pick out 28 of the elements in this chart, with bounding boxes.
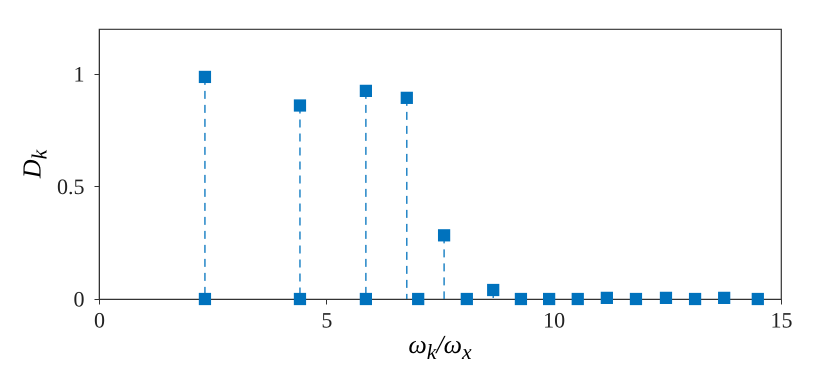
x-tick-label: 5 <box>321 308 332 332</box>
point <box>630 292 642 306</box>
point <box>294 99 306 112</box>
point <box>412 292 424 306</box>
y-tick-label: 0.5 <box>57 174 84 199</box>
x-tick-label: 0 <box>94 308 105 332</box>
point <box>460 292 473 306</box>
point <box>542 292 556 306</box>
point <box>660 292 672 304</box>
x-tick-label: 15 <box>770 308 792 332</box>
point <box>294 292 306 306</box>
point <box>360 292 372 306</box>
y-tick-label: 0 <box>74 286 84 312</box>
point <box>718 292 730 304</box>
point <box>198 292 212 306</box>
point <box>438 229 450 242</box>
point <box>572 292 584 306</box>
x-axis-title: ω$_{k}$/ω$_{x}$ <box>408 330 472 366</box>
point <box>514 292 528 306</box>
point <box>752 292 764 306</box>
point <box>198 70 212 84</box>
x-tick-label: 10 <box>543 308 566 332</box>
point <box>688 292 702 306</box>
point <box>360 84 372 97</box>
point <box>487 284 500 296</box>
point <box>400 92 413 104</box>
point <box>600 292 613 304</box>
y-tick-label: 1 <box>74 62 84 86</box>
